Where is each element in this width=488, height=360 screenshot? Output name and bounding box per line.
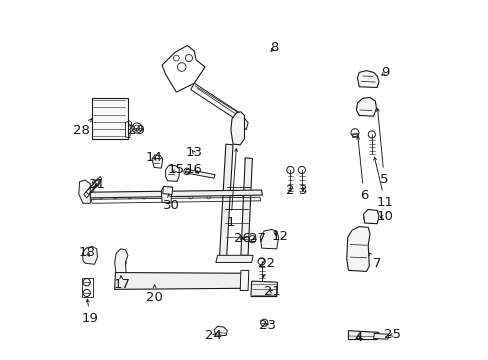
Text: 18: 18 xyxy=(79,246,96,259)
Polygon shape xyxy=(190,83,247,130)
Text: 27: 27 xyxy=(248,231,265,244)
Polygon shape xyxy=(82,246,97,264)
Text: 22: 22 xyxy=(257,257,274,278)
Text: 24: 24 xyxy=(204,329,221,342)
Polygon shape xyxy=(163,186,172,194)
Text: 25: 25 xyxy=(383,328,400,341)
Text: 9: 9 xyxy=(380,66,388,79)
Polygon shape xyxy=(161,186,172,203)
Polygon shape xyxy=(215,255,253,262)
Polygon shape xyxy=(260,229,278,249)
Text: 4: 4 xyxy=(354,330,362,343)
Polygon shape xyxy=(89,190,262,198)
Polygon shape xyxy=(92,98,128,139)
Polygon shape xyxy=(250,281,277,297)
Polygon shape xyxy=(356,98,376,116)
Polygon shape xyxy=(214,326,227,336)
Text: 23: 23 xyxy=(259,319,276,332)
Text: 19: 19 xyxy=(81,299,99,325)
Text: 10: 10 xyxy=(376,210,393,223)
Text: 21: 21 xyxy=(264,285,281,298)
Polygon shape xyxy=(346,226,369,271)
Polygon shape xyxy=(363,210,378,224)
Text: 30: 30 xyxy=(163,194,180,212)
Polygon shape xyxy=(240,270,248,291)
Text: 11: 11 xyxy=(373,157,393,209)
Text: 13: 13 xyxy=(184,145,202,158)
Text: 6: 6 xyxy=(356,136,367,202)
Polygon shape xyxy=(373,333,388,339)
Polygon shape xyxy=(185,169,215,178)
Text: 28: 28 xyxy=(73,119,91,137)
Polygon shape xyxy=(115,249,128,283)
Text: 1: 1 xyxy=(226,149,237,229)
Text: 26: 26 xyxy=(233,231,250,244)
Text: 12: 12 xyxy=(270,230,287,243)
Text: 29: 29 xyxy=(127,124,144,137)
Polygon shape xyxy=(115,273,241,289)
Polygon shape xyxy=(348,330,378,339)
Text: 5: 5 xyxy=(376,108,388,186)
Text: 3: 3 xyxy=(299,184,307,197)
Polygon shape xyxy=(230,112,244,145)
Text: 20: 20 xyxy=(145,285,162,304)
Text: 31: 31 xyxy=(89,178,106,191)
Text: 7: 7 xyxy=(367,252,381,270)
Text: 8: 8 xyxy=(269,41,278,54)
Text: 16: 16 xyxy=(185,163,203,176)
Polygon shape xyxy=(241,158,252,255)
Text: 2: 2 xyxy=(285,184,294,197)
Polygon shape xyxy=(79,180,90,203)
Polygon shape xyxy=(152,155,163,168)
Text: 14: 14 xyxy=(145,151,162,164)
Text: 15: 15 xyxy=(167,163,184,176)
Polygon shape xyxy=(165,166,179,181)
Text: 17: 17 xyxy=(113,275,130,291)
Polygon shape xyxy=(219,144,233,259)
Polygon shape xyxy=(357,71,378,87)
